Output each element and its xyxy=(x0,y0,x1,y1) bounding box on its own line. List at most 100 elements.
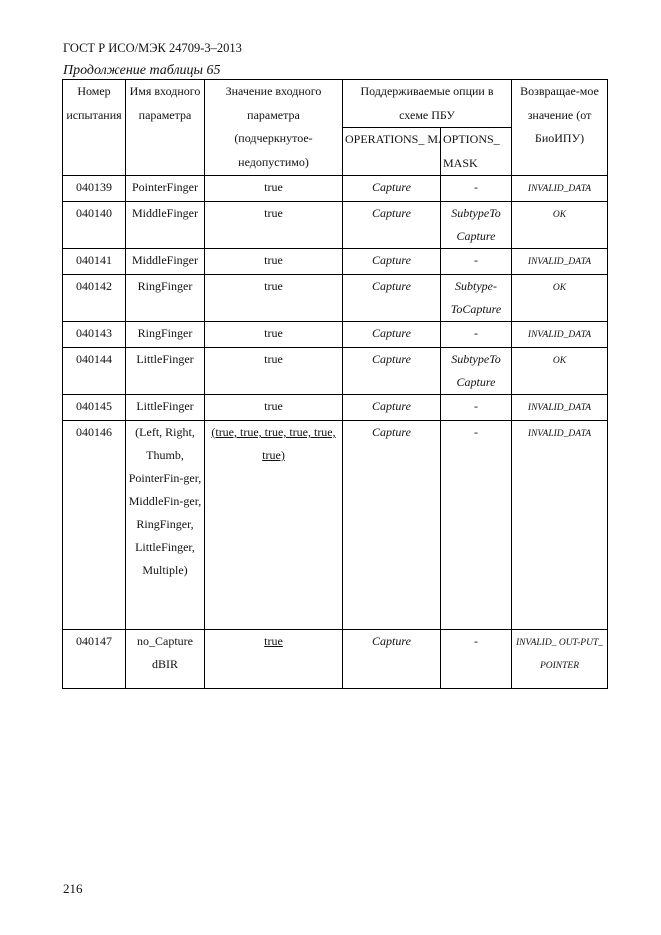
cell-options-mask: Subtype-ToCapture xyxy=(440,274,512,322)
table-row: 040145 LittleFinger true Capture - INVALID_DA… xyxy=(62,394,608,421)
cell-options-mask-text: - xyxy=(474,399,478,413)
cell-operations-mask: Capture xyxy=(342,274,441,322)
cell-param-name: PointerFinger xyxy=(125,175,205,202)
cell-operations-mask: Capture xyxy=(342,175,441,202)
cell-operations-mask-text: Capture xyxy=(372,253,411,267)
cell-param-value: true xyxy=(204,201,343,249)
table-row: 040144 LittleFinger true Capture SubtypeTo C… xyxy=(62,347,608,395)
cell-return-value-text: INVALID_DATA xyxy=(527,330,592,340)
cell-test-number-text: 040142 xyxy=(76,279,112,293)
test-table: Номер испытания Имя входного параметра З… xyxy=(62,79,608,689)
cell-operations-mask-text: Capture xyxy=(372,206,411,220)
cell-operations-mask: Capture xyxy=(342,201,441,249)
cell-param-name: RingFinger xyxy=(125,274,205,322)
cell-param-value: true xyxy=(204,248,343,275)
table-row: 040139 PointerFinger true Capture - INVALID_D… xyxy=(62,175,608,202)
cell-test-number-text: 040147 xyxy=(76,634,112,648)
cell-test-number: 040140 xyxy=(62,201,126,249)
cell-param-name-text: no_Capture dBIR xyxy=(137,634,193,671)
header-test-number: Номер испытания xyxy=(62,79,126,176)
cell-param-name: LittleFinger xyxy=(125,394,205,421)
cell-param-value-text: true xyxy=(264,253,283,267)
cell-return-value: INVALID_DATA xyxy=(511,248,608,275)
cell-test-number: 040143 xyxy=(62,321,126,348)
cell-test-number: 040144 xyxy=(62,347,126,395)
cell-options-mask: - xyxy=(440,175,512,202)
cell-operations-mask-text: Capture xyxy=(372,352,411,366)
header-param-value: Значение входного параметра (подчеркнуто… xyxy=(204,79,343,176)
cell-options-mask-text: - xyxy=(474,253,478,267)
cell-options-mask: SubtypeTo Capture xyxy=(440,201,512,249)
cell-test-number-text: 040140 xyxy=(76,206,112,220)
cell-param-value: (true, true, true, true, true, true) xyxy=(204,420,343,630)
cell-param-name-text: MiddleFinger xyxy=(132,253,198,267)
header-options-mask: OPTIONS_ MASK xyxy=(440,127,512,176)
cell-options-mask-text: - xyxy=(474,326,478,340)
cell-param-value-text: true xyxy=(264,634,283,648)
cell-param-name: no_Capture dBIR xyxy=(125,629,205,689)
table-caption: Продолжение таблицы 65 xyxy=(63,63,221,78)
cell-param-value: true xyxy=(204,347,343,395)
cell-operations-mask-text: Capture xyxy=(372,399,411,413)
cell-test-number-text: 040146 xyxy=(76,425,112,439)
cell-operations-mask: Capture xyxy=(342,629,441,689)
cell-param-value-text: true xyxy=(264,399,283,413)
cell-param-value-text: (true, true, true, true, true, true) xyxy=(211,425,336,462)
header-operations-mask: OPERATIONS_ MASK xyxy=(342,127,441,176)
cell-return-value: INVALID_DATA xyxy=(511,321,608,348)
cell-return-value-text: INVALID_DATA xyxy=(527,184,592,194)
cell-operations-mask-text: Capture xyxy=(372,634,411,648)
cell-return-value-text: OK xyxy=(552,356,567,366)
cell-operations-mask: Capture xyxy=(342,394,441,421)
cell-return-value: INVALID_DATA xyxy=(511,394,608,421)
cell-return-value-text: OK xyxy=(552,283,567,293)
table-row: 040143 RingFinger true Capture - INVALID_DATA xyxy=(62,321,608,348)
cell-operations-mask: Capture xyxy=(342,321,441,348)
cell-operations-mask: Capture xyxy=(342,347,441,395)
cell-operations-mask-text: Capture xyxy=(372,180,411,194)
cell-param-name-text: PointerFinger xyxy=(132,180,198,194)
cell-options-mask-text: SubtypeTo Capture xyxy=(451,352,501,389)
cell-options-mask: - xyxy=(440,248,512,275)
cell-param-name-text: RingFinger xyxy=(137,326,193,340)
table-row: 040146 (Left, Right, Thumb, PointerFin-ge… xyxy=(62,420,608,630)
cell-operations-mask-text: Capture xyxy=(372,326,411,340)
cell-return-value: INVALID_ OUT-PUT_ POINTER xyxy=(511,629,608,689)
cell-return-value: INVALID_DATA xyxy=(511,420,608,630)
cell-return-value-text: INVALID_DATA xyxy=(527,429,592,439)
cell-return-value: OK xyxy=(511,201,608,249)
cell-test-number-text: 040143 xyxy=(76,326,112,340)
document-id: ГОСТ Р ИСО/МЭК 24709-3–2013 xyxy=(63,41,242,55)
cell-return-value-text: INVALID_DATA xyxy=(527,403,592,413)
cell-test-number: 040139 xyxy=(62,175,126,202)
cell-param-name: MiddleFinger xyxy=(125,201,205,249)
cell-param-value-text: true xyxy=(264,279,283,293)
cell-param-value-text: true xyxy=(264,206,283,220)
cell-param-name-text: LittleFinger xyxy=(136,399,194,413)
cell-param-value-text: true xyxy=(264,326,283,340)
cell-options-mask-text: - xyxy=(474,425,478,439)
cell-param-name: LittleFinger xyxy=(125,347,205,395)
table-row: 040142 RingFinger true Capture Subtype-ToCap… xyxy=(62,274,608,322)
cell-return-value: INVALID_DATA xyxy=(511,175,608,202)
cell-operations-mask-text: Capture xyxy=(372,425,411,439)
cell-options-mask: SubtypeTo Capture xyxy=(440,347,512,395)
cell-options-mask: - xyxy=(440,629,512,689)
cell-test-number-text: 040141 xyxy=(76,253,112,267)
cell-param-value: true xyxy=(204,274,343,322)
header-param-name: Имя входного параметра xyxy=(125,79,205,176)
cell-options-mask-text: - xyxy=(474,180,478,194)
page-number: 216 xyxy=(63,881,83,896)
cell-param-name-text: RingFinger xyxy=(137,279,193,293)
cell-return-value-text: INVALID_ OUT-PUT_ POINTER xyxy=(516,638,603,671)
cell-param-name-text: MiddleFinger xyxy=(132,206,198,220)
cell-param-name-text: LittleFinger xyxy=(136,352,194,366)
cell-operations-mask: Capture xyxy=(342,420,441,630)
cell-options-mask: - xyxy=(440,420,512,630)
cell-return-value: OK xyxy=(511,274,608,322)
cell-param-value: true xyxy=(204,321,343,348)
table-row: 040141 MiddleFinger true Capture - INVALID_DA… xyxy=(62,248,608,275)
cell-param-name: MiddleFinger xyxy=(125,248,205,275)
cell-return-value: OK xyxy=(511,347,608,395)
